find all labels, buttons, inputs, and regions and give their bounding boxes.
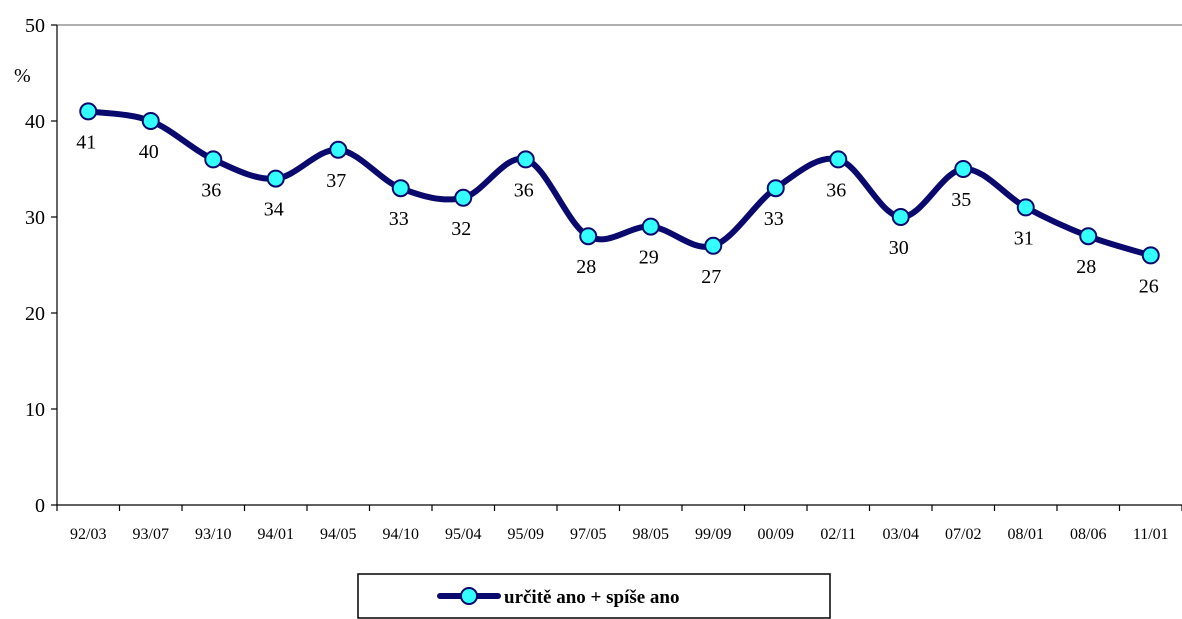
data-point-marker — [204, 150, 223, 169]
data-point-marker — [516, 150, 535, 169]
x-tick-label: 95/09 — [508, 526, 544, 543]
y-tick-label: 20 — [25, 303, 45, 325]
data-label: 31 — [1014, 227, 1034, 249]
data-point-marker — [579, 227, 598, 246]
series-group — [79, 102, 1160, 265]
y-tick-label: 40 — [25, 111, 45, 133]
x-tick-label: 93/07 — [133, 526, 169, 543]
y-tick-label: 0 — [35, 495, 45, 517]
y-tick-label: 30 — [25, 207, 45, 229]
data-point-marker — [391, 179, 410, 198]
y-tick-label: 50 — [25, 15, 45, 37]
legend-series-label: určitě ano + spíše ano — [504, 587, 680, 608]
chart-axes — [56, 24, 1182, 506]
x-tick-label: 08/01 — [1008, 526, 1044, 543]
data-label: 40 — [139, 141, 159, 163]
data-point-marker — [954, 160, 973, 178]
x-tick-label: 94/01 — [258, 526, 294, 543]
x-tick-label: 99/09 — [695, 526, 731, 543]
data-point-marker — [141, 112, 160, 130]
data-point-marker — [891, 208, 910, 226]
data-label: 29 — [639, 247, 659, 269]
y-tick-label: 10 — [25, 399, 45, 421]
data-point-marker — [1079, 227, 1098, 246]
data-point-marker — [704, 236, 723, 255]
x-tick-label: 02/11 — [820, 526, 856, 543]
data-label: 36 — [201, 179, 221, 201]
x-tick-label: 03/04 — [883, 526, 919, 543]
data-label: 27 — [701, 266, 721, 288]
legend: určitě ano + spíše ano — [357, 573, 831, 619]
data-label: 28 — [576, 256, 596, 278]
data-label: 37 — [326, 170, 346, 192]
y-axis-label: % — [14, 65, 31, 87]
x-tick-label: 98/05 — [633, 526, 669, 543]
data-point-marker — [766, 179, 785, 198]
data-label: 36 — [514, 179, 534, 201]
y-axis-ticks: 0 10 20 30 40 50 — [25, 15, 57, 517]
data-label: 41 — [76, 131, 96, 153]
x-tick-label: 94/05 — [320, 526, 356, 543]
data-label: 26 — [1139, 275, 1159, 297]
x-tick-label: 00/09 — [758, 526, 794, 543]
data-point-marker — [266, 169, 285, 188]
x-tick-label: 11/01 — [1133, 526, 1169, 543]
data-point-marker — [1016, 198, 1035, 217]
x-tick-label: 93/10 — [195, 526, 231, 543]
x-tick-label: 07/02 — [945, 526, 981, 543]
data-point-marker — [1141, 246, 1160, 265]
x-tick-label: 95/04 — [445, 526, 481, 543]
data-point-marker — [79, 102, 98, 121]
x-tick-label: 97/05 — [570, 526, 606, 543]
data-label: 28 — [1076, 256, 1096, 278]
legend-marker-swatch — [460, 587, 478, 605]
data-point-marker — [641, 217, 660, 236]
series-line — [85, 108, 1154, 259]
data-label: 32 — [451, 218, 471, 240]
data-point-marker — [829, 150, 848, 169]
x-tick-label: 08/06 — [1070, 526, 1106, 543]
legend-box — [357, 573, 831, 619]
data-label: 34 — [264, 199, 284, 221]
data-label: 33 — [389, 208, 409, 230]
data-label: 30 — [889, 237, 909, 259]
data-label: 35 — [951, 189, 971, 211]
data-point-marker — [454, 188, 473, 207]
data-labels: 41 40 36 34 37 33 32 36 28 29 27 33 36 30 35 31 28 26 — [76, 131, 1159, 297]
x-tick-label: 94/10 — [383, 526, 419, 543]
data-label: 36 — [826, 179, 846, 201]
data-label: 33 — [764, 208, 784, 230]
x-tick-label: 92/03 — [70, 526, 106, 543]
x-axis-ticks: 92/03 93/07 93/10 94/01 94/05 94/10 95/04 95/09… — [56, 505, 1182, 543]
data-point-marker — [329, 140, 348, 159]
